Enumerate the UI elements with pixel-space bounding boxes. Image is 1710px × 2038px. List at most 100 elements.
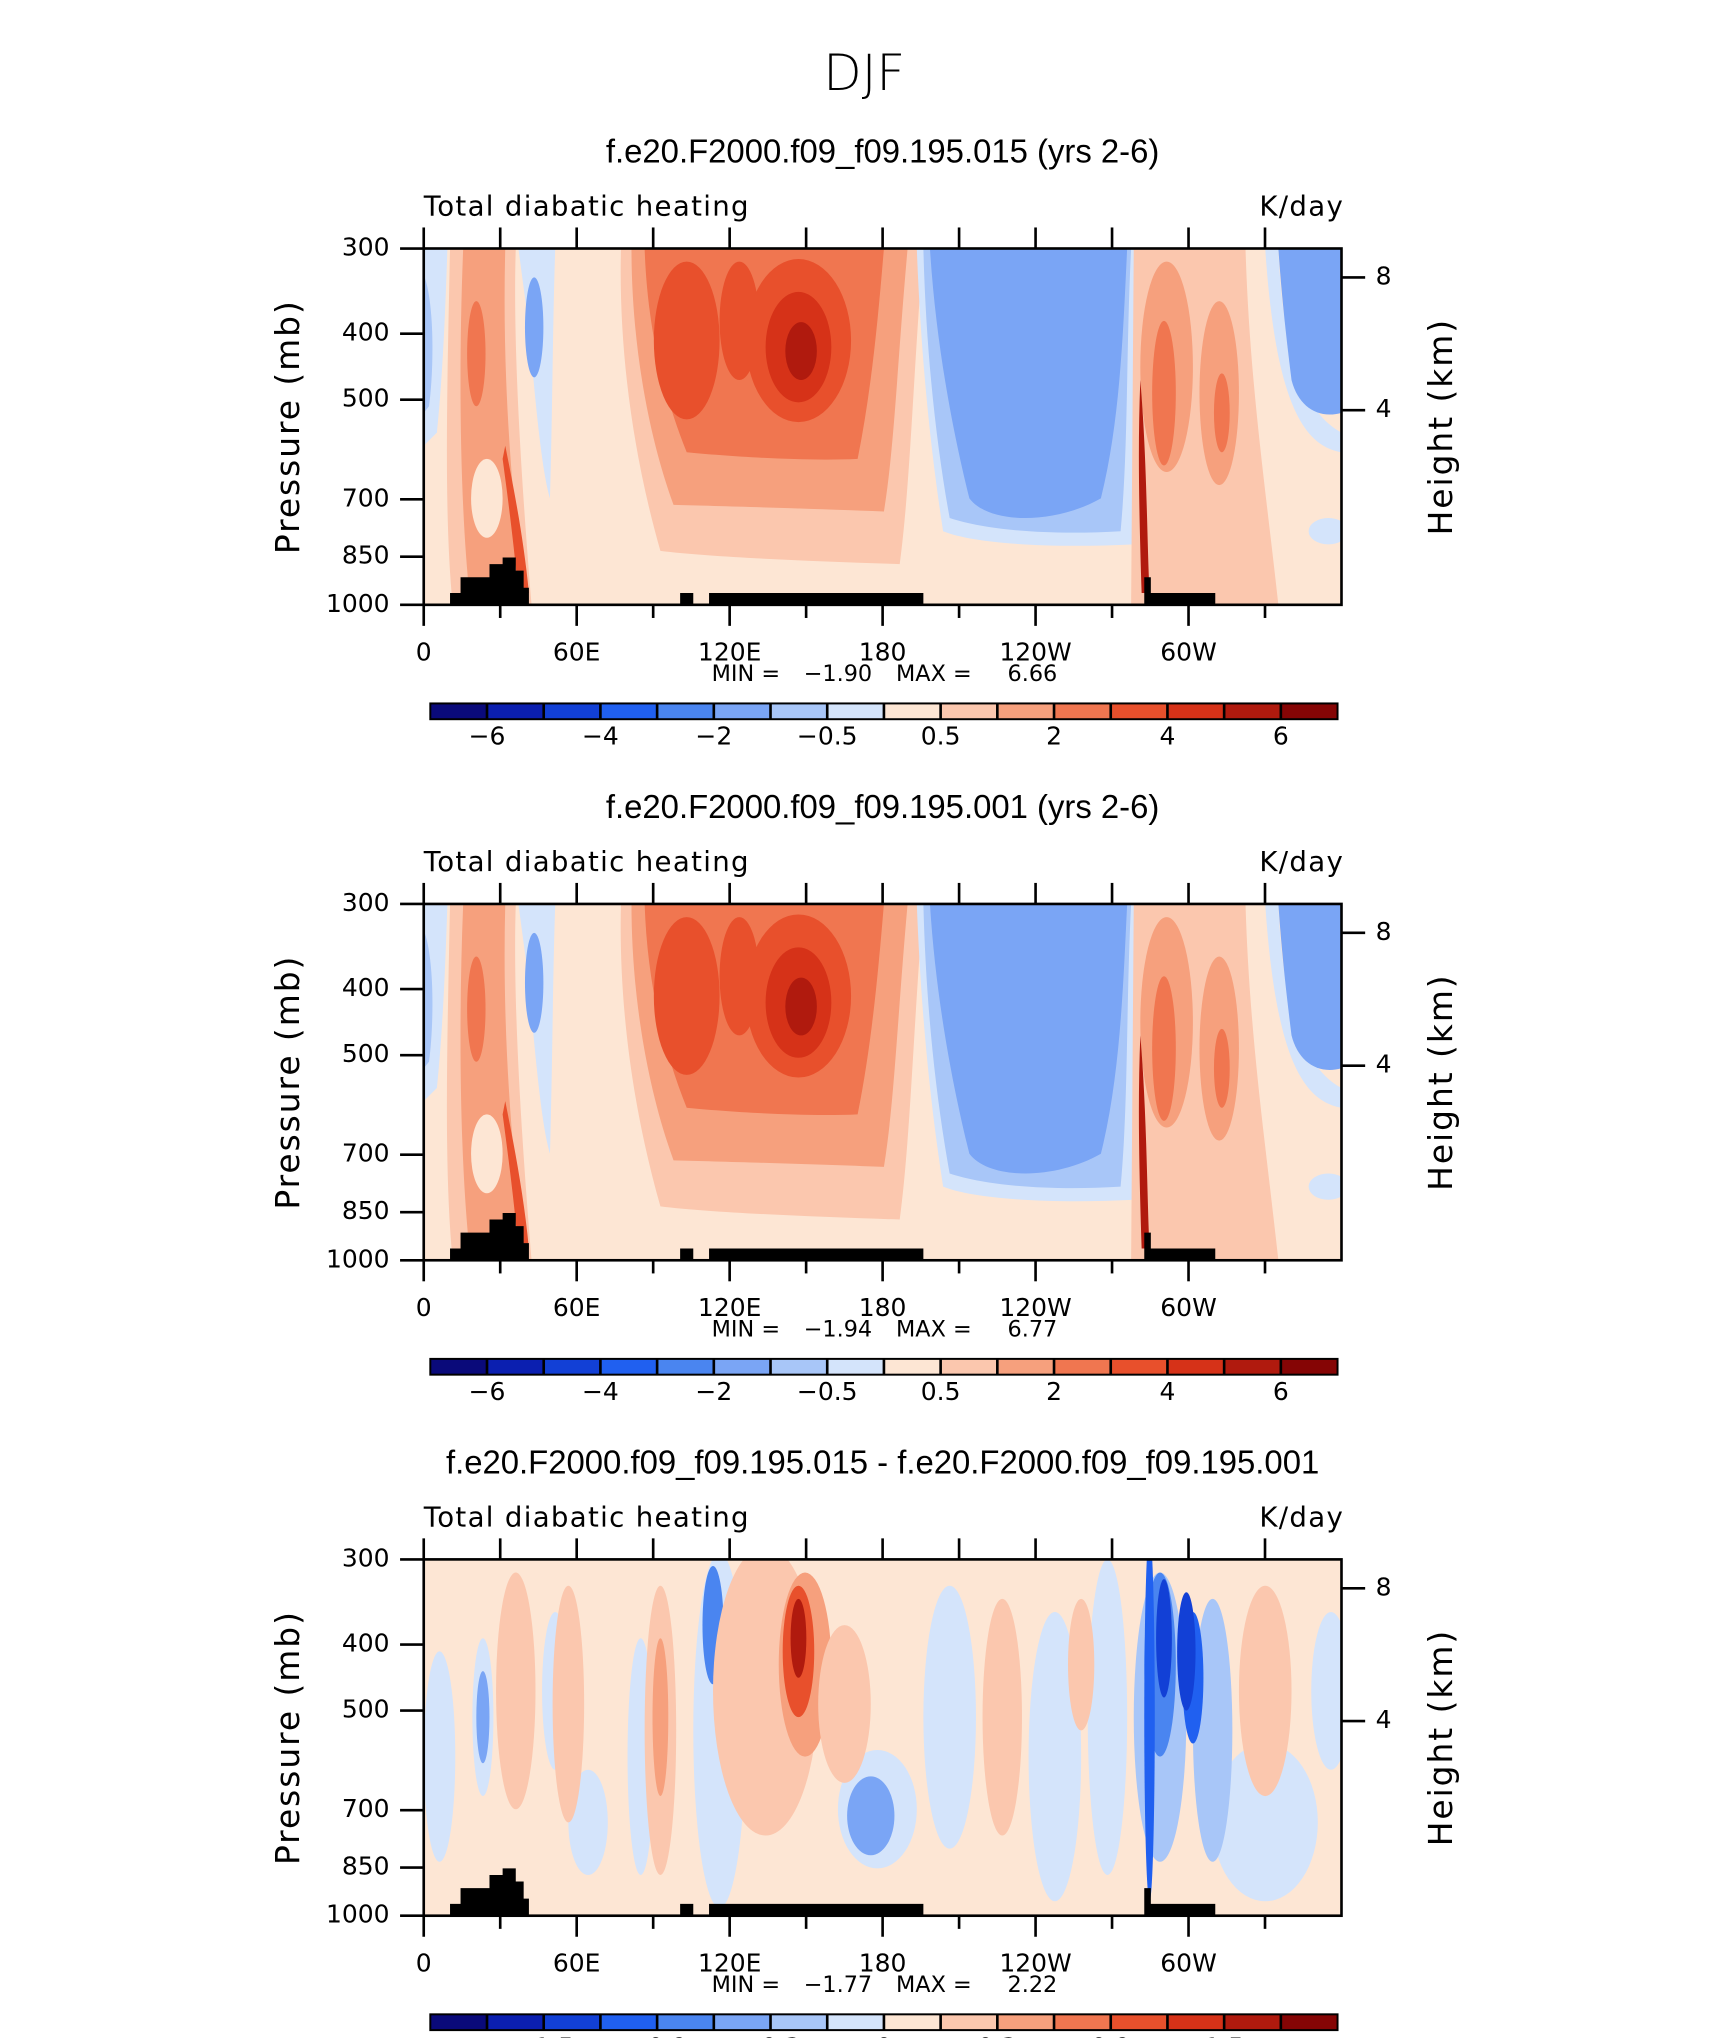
max-text: MAX = (896, 1316, 972, 1342)
contour-field (423, 1559, 1342, 1916)
colorbar-box (1110, 2014, 1168, 2031)
x-tick-label: 120W (999, 637, 1071, 666)
colorbar-box (997, 1358, 1055, 1375)
min-value: −1.77 (804, 1972, 872, 1998)
colorbar-box (1054, 2014, 1111, 2031)
y2-tick-label: 4 (1376, 1705, 1392, 1734)
colorbar-label: 2 (1046, 1377, 1062, 1406)
colorbar-label: 2 (1046, 722, 1062, 751)
x-tick-label: 60E (553, 1293, 601, 1322)
colorbar-label: 0.5 (921, 722, 961, 751)
colorbar-box (1280, 1358, 1338, 1375)
colorbar-label: −0.9 (627, 2033, 688, 2038)
colorbar-label: −6 (469, 1377, 506, 1406)
y-axis-label: Pressure (mb) (268, 299, 307, 554)
y-tick-label: 850 (342, 541, 390, 570)
colorbar-label: −2 (695, 1377, 732, 1406)
colorbar-box (430, 2014, 488, 2031)
colorbar-box (1280, 703, 1338, 720)
max-text: MAX = (896, 661, 972, 687)
y-tick-label: 700 (342, 1139, 390, 1168)
x-tick-label: 120E (698, 637, 761, 666)
colorbar-box (827, 1358, 884, 1375)
colorbar-label: −0.5 (797, 1377, 858, 1406)
colorbar-box (997, 703, 1055, 720)
panel-title: f.e20.F2000.f09_f09.195.015 (yrs 2-6) (606, 133, 1160, 170)
y-axis-label: Pressure (mb) (268, 1610, 307, 1865)
y-tick-label: 850 (342, 1196, 390, 1225)
colorbar-box (770, 2014, 828, 2031)
min-text: MIN = (712, 661, 780, 687)
colorbar-box (1110, 1358, 1168, 1375)
colorbar-frame (429, 2013, 1339, 2032)
panel-title: f.e20.F2000.f09_f09.195.001 (yrs 2-6) (606, 788, 1160, 825)
colorbar-box (600, 703, 658, 720)
left-label: Total diabatic heating (423, 190, 750, 223)
colorbar-box (883, 2014, 941, 2031)
colorbar-box (713, 1358, 771, 1375)
y2-axis-label: Height (km) (1421, 1629, 1460, 1846)
colorbar-label: 0.9 (1091, 2033, 1131, 2038)
colorbar-label: −4 (582, 1377, 619, 1406)
colorbar-frame (429, 1357, 1339, 1376)
colorbar-box (713, 2014, 771, 2031)
colorbar-box (430, 703, 488, 720)
colorbar-box (657, 703, 714, 720)
colorbar-box (487, 2014, 544, 2031)
colorbar-box (600, 1358, 658, 1375)
y-tick-label: 700 (342, 1794, 390, 1823)
y-tick-label: 400 (342, 973, 390, 1002)
colorbar-label: 0.3 (977, 2033, 1017, 2038)
y-tick-label: 300 (342, 233, 390, 262)
y-tick-label: 1000 (326, 1244, 390, 1273)
y-tick-label: 500 (342, 384, 390, 413)
x-tick-label: 0 (416, 637, 432, 666)
colorbar-box (1167, 703, 1225, 720)
colorbar-box (1110, 703, 1168, 720)
min-value: −1.90 (804, 661, 872, 687)
colorbar-label: 4 (1159, 1377, 1175, 1406)
x-tick-label: 0 (416, 1948, 432, 1977)
left-label: Total diabatic heating (423, 845, 750, 878)
colorbar-box (940, 703, 998, 720)
y2-tick-label: 4 (1376, 1050, 1392, 1079)
colorbar-box (770, 1358, 828, 1375)
colorbar-box (430, 1358, 488, 1375)
x-tick-label: 60W (1160, 1293, 1216, 1322)
colorbar-label: 4 (1159, 722, 1175, 751)
contour-field (423, 248, 1342, 605)
x-tick-label: 120W (999, 1948, 1071, 1977)
y2-tick-label: 4 (1376, 394, 1392, 423)
y-tick-label: 300 (342, 888, 390, 917)
colorbar-label: −2 (695, 722, 732, 751)
x-tick-label: 180 (859, 1948, 907, 1977)
colorbar-label: 6 (1273, 1377, 1289, 1406)
colorbar-box (543, 1358, 601, 1375)
colorbar-box (940, 1358, 998, 1375)
y-axis-label: Pressure (mb) (268, 955, 307, 1210)
y-tick-label: 1000 (326, 1900, 390, 1929)
min-text: MIN = (712, 1972, 780, 1998)
colorbar-box (487, 1358, 544, 1375)
colorbar-box (713, 703, 771, 720)
min-text: MIN = (712, 1316, 780, 1342)
colorbar-box (657, 1358, 714, 1375)
y2-tick-label: 8 (1376, 917, 1392, 946)
y-tick-label: 400 (342, 1629, 390, 1658)
y-tick-label: 300 (342, 1543, 390, 1572)
colorbar-box (1167, 2014, 1225, 2031)
colorbar-box (600, 2014, 658, 2031)
x-tick-label: 60W (1160, 1948, 1216, 1977)
max-value: 6.77 (1008, 1316, 1058, 1342)
y-tick-label: 500 (342, 1039, 390, 1068)
contour-field (423, 903, 1342, 1261)
colorbar-box (543, 2014, 601, 2031)
colorbar-label: 0 (876, 2033, 892, 2038)
y-tick-label: 850 (342, 1852, 390, 1881)
colorbar-box (770, 703, 828, 720)
colorbar-box (1167, 1358, 1225, 1375)
colorbar-box (1280, 2014, 1338, 2031)
y2-axis-label: Height (km) (1421, 973, 1460, 1190)
right-label: K/day (1259, 190, 1344, 223)
